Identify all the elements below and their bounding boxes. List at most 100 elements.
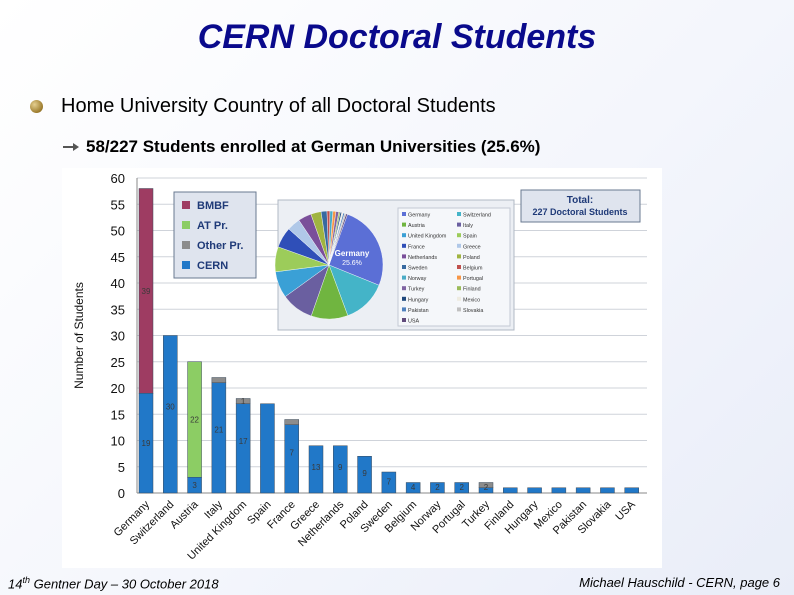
y-tick-label: 35 <box>111 302 125 317</box>
pie-legend-swatch <box>402 254 406 259</box>
data-label: 17 <box>239 437 248 446</box>
y-tick-label: 25 <box>111 355 125 370</box>
bar-bmbf <box>138 188 154 394</box>
pie-legend-swatch <box>402 296 406 301</box>
pie-legend-swatch <box>402 275 406 280</box>
total-box-value: 227 Doctoral Students <box>532 207 627 217</box>
pie-legend-label: Austria <box>408 223 425 229</box>
y-axis-title: Number of Students <box>72 282 86 389</box>
bar-other-pr <box>211 377 227 383</box>
y-tick-label: 60 <box>111 171 125 186</box>
pie-legend-label: Spain <box>463 234 477 240</box>
bar-other-pr <box>235 398 251 404</box>
pie-legend-swatch <box>402 243 406 248</box>
pie-legend-swatch <box>457 233 461 238</box>
pie-slice-label: Germany <box>335 249 370 258</box>
pie-legend-label: Poland <box>463 255 480 261</box>
bar-cern <box>575 487 591 494</box>
y-tick-label: 50 <box>111 224 125 239</box>
pie-legend-swatch <box>457 296 461 301</box>
pie-legend-label: Sweden <box>408 266 427 272</box>
data-label: 3 <box>192 481 197 490</box>
pie-legend-swatch <box>457 307 461 312</box>
bullet-item: Home University Country of all Doctoral … <box>30 95 496 118</box>
pie-slice-usa <box>328 213 348 266</box>
pie-legend-swatch <box>402 307 406 312</box>
data-label: 7 <box>387 477 392 486</box>
slide-title: CERN Doctoral Students <box>197 18 597 56</box>
data-label: 1 <box>241 397 246 406</box>
pie-legend-label: France <box>408 244 425 250</box>
pie-legend-swatch <box>402 222 406 227</box>
pie-slice-germany <box>328 214 384 286</box>
arrow-right-icon <box>63 143 79 151</box>
pie-legend-box <box>397 207 511 327</box>
sub-bullet-item: 58/227 Students enrolled at German Unive… <box>62 137 540 157</box>
legend-swatch <box>182 241 190 249</box>
total-box-title: Total: <box>567 195 593 206</box>
pie-legend-label: Italy <box>463 223 473 229</box>
legend-label: BMBF <box>197 200 229 212</box>
sub-bullet-text: 58/227 Students enrolled at German Unive… <box>86 137 541 156</box>
bar-cern <box>357 456 372 494</box>
legend-label: Other Pr. <box>197 240 243 252</box>
data-label: 2 <box>435 483 440 492</box>
pie-legend-label: Pakistan <box>408 308 429 314</box>
bar-cern <box>308 445 324 494</box>
y-tick-label: 55 <box>111 197 125 212</box>
y-tick-label: 10 <box>111 434 125 449</box>
students-bar-chart: 0 5 10 15 20 25 30 35 40 45 50 55 60 Number of Studen… <box>62 168 662 568</box>
pie-legend-swatch <box>402 233 406 238</box>
pie-legend-swatch <box>402 212 406 216</box>
pie-legend-swatch <box>457 275 461 280</box>
footer-author-page: Michael Hauschild - CERN, page 6 <box>579 575 780 590</box>
pie-legend-label: Netherlands <box>408 255 437 261</box>
pie-legend-label: United Kingdom <box>408 234 447 240</box>
pie-legend-swatch <box>457 265 461 269</box>
bar-cern <box>163 335 178 494</box>
bullet-text: Home University Country of all Doctoral … <box>61 95 496 117</box>
pie-legend-label: Hungary <box>408 297 429 303</box>
bar-cern <box>454 482 469 494</box>
pie-legend-label: Slovakia <box>463 308 483 314</box>
footer-event-number: 14 <box>8 576 23 592</box>
legend-swatch <box>182 261 190 269</box>
chart-legend: BMBF AT Pr. Other Pr. CERN <box>173 191 257 279</box>
pie-legend-swatch <box>402 286 406 291</box>
y-tick-label: 45 <box>111 250 125 265</box>
data-label: 39 <box>142 287 151 296</box>
pie-legend-label: Turkey <box>408 287 425 293</box>
pie-legend-label: Finland <box>463 287 481 293</box>
bar-cern <box>333 445 348 494</box>
pie-legend-swatch <box>402 318 406 322</box>
y-tick-label: 15 <box>111 407 125 422</box>
bar-cern <box>551 487 567 494</box>
bar-cern <box>235 403 251 494</box>
data-label: 2 <box>484 483 489 492</box>
pie-legend-swatch <box>457 243 461 248</box>
footer-event: 14th Gentner Day – 30 October 2018 <box>8 575 219 591</box>
y-tick-label: 30 <box>111 329 125 344</box>
data-label: 22 <box>190 416 199 425</box>
data-label: 21 <box>214 425 223 434</box>
pie-legend-label: Mexico <box>463 297 480 303</box>
pie-legend-swatch <box>402 265 406 269</box>
y-tick-label: 20 <box>111 381 125 396</box>
total-box: Total:227 Doctoral Students <box>520 189 641 223</box>
pie-legend-swatch <box>457 254 461 259</box>
bar-cern <box>381 471 397 494</box>
pie-legend-swatch <box>457 286 461 291</box>
bar-cern <box>430 482 445 494</box>
bar-cern <box>600 487 615 494</box>
bar-cern <box>260 403 275 494</box>
data-label: 2 <box>459 483 464 492</box>
bar-at-pr <box>187 361 202 478</box>
pie-legend-label: USA <box>408 319 419 325</box>
y-tick-label: 40 <box>111 276 125 291</box>
pie-slice-percent: 25.6% <box>342 260 362 267</box>
y-tick-label: 5 <box>118 460 125 475</box>
footer-event-text: Gentner Day – 30 October 2018 <box>29 576 219 592</box>
bar-cern <box>503 487 518 494</box>
data-label: 9 <box>362 469 367 478</box>
pie-legend-label: Switzerland <box>463 213 491 219</box>
